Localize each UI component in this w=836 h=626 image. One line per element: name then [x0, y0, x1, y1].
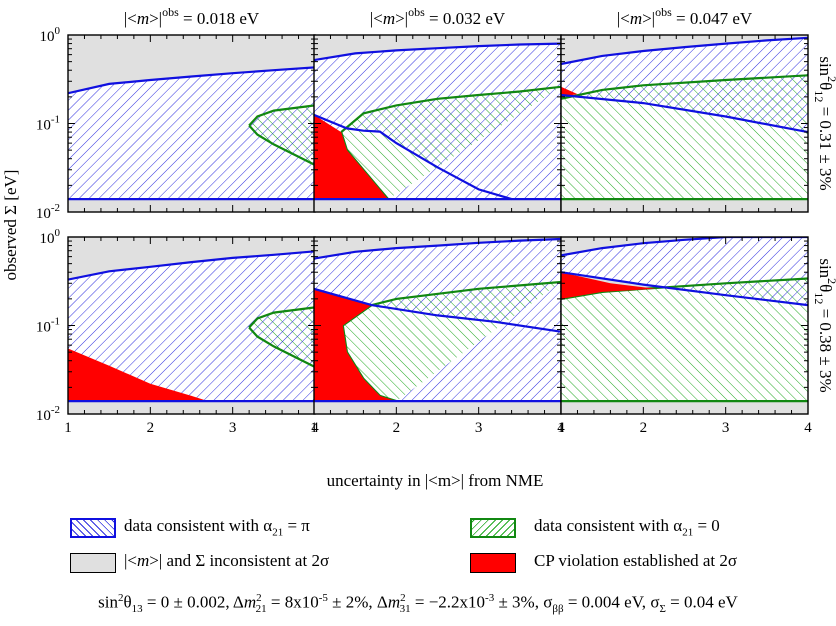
x-tick-label: 4 — [804, 420, 812, 436]
footer-parameters: sin2θ13 = 0 ± 0.002, Δm221 = 8x10-5 ± 2%… — [98, 592, 738, 616]
y-tick-label: 10-2 — [36, 202, 60, 222]
panel-ticks — [560, 236, 808, 415]
y-tick-label: 10-2 — [36, 404, 60, 424]
panel-regions — [68, 35, 315, 212]
panel-r1-c1 — [313, 236, 562, 415]
panel-regions — [561, 237, 808, 414]
pi-lower-line — [561, 271, 808, 307]
zero-region — [561, 278, 808, 402]
cp-region — [314, 114, 389, 200]
legend-swatch-zero — [470, 518, 516, 538]
column-title-3: |<m>|obs = 0.047 eV — [617, 5, 753, 28]
x-tick-label: 4 — [557, 420, 565, 436]
panel-r0-c2 — [560, 34, 809, 213]
row-label-1: sin2θ12 = 0.31 ± 3% — [812, 56, 836, 190]
panel-regions — [68, 237, 315, 414]
x-tick-label: 1 — [64, 420, 72, 436]
inconsistent-boundary-line — [561, 237, 808, 257]
panel-r0-c0 — [67, 34, 316, 213]
zero-upper-line — [248, 104, 315, 127]
panel-r1-c0 — [67, 236, 316, 415]
legend-label-cp: CP violation established at 2σ — [534, 551, 738, 570]
pi-inner-line — [314, 287, 561, 333]
row-label-2: sin2θ12 = 0.38 ± 3% — [812, 258, 836, 392]
x-tick-label: 3 — [475, 420, 483, 436]
y-tick-label: 100 — [40, 25, 61, 45]
panel-regions — [561, 35, 808, 212]
y-tick-label: 10-1 — [36, 114, 60, 134]
zero-upper-line — [248, 306, 315, 329]
legend-swatch-inconsistent — [70, 553, 116, 573]
column-title-1: |<m>|obs = 0.018 eV — [124, 5, 260, 28]
x-tick-label: 3 — [229, 420, 237, 436]
cp-region — [314, 288, 397, 402]
x-tick-label: 2 — [640, 420, 648, 436]
x-tick-label: 2 — [393, 420, 401, 436]
legend-swatch-pi — [70, 518, 116, 538]
overlap-region — [342, 282, 561, 332]
legend-label-pi: data consistent with α21 = π — [124, 516, 310, 539]
x-tick-label: 4 — [311, 420, 319, 436]
y-tick-label: 100 — [40, 227, 61, 247]
x-tick-label: 1 — [310, 420, 318, 436]
column-title-2: |<m>|obs = 0.032 eV — [370, 5, 506, 28]
x-tick-label: 2 — [147, 420, 155, 436]
cp-region — [68, 348, 208, 402]
panel-regions — [314, 237, 561, 414]
zero-upper-line — [561, 74, 808, 100]
panel-r1-c2 — [560, 236, 809, 415]
x-tick-label: 1 — [557, 420, 565, 436]
legend-swatch-cp — [470, 553, 516, 573]
pi-region — [68, 67, 315, 200]
legend-label-inconsistent: |<m>| and Σ inconsistent at 2σ — [124, 551, 330, 570]
cp-region — [561, 272, 656, 299]
pi-inner-line — [314, 113, 512, 201]
pi-lower-line — [561, 93, 808, 134]
zero-upper-line — [340, 85, 561, 133]
overlap-region — [561, 75, 808, 133]
zero-lower-line — [248, 124, 315, 166]
zero-lower-line — [248, 326, 315, 368]
panel-ticks — [560, 34, 808, 213]
inconsistent-boundary-line — [68, 250, 315, 281]
panel-ticks — [313, 236, 561, 415]
inconsistent-boundary-line — [314, 42, 561, 62]
legend-label-zero: data consistent with α21 = 0 — [534, 516, 720, 539]
inconsistent-boundary-line — [314, 237, 561, 260]
panel-regions — [314, 35, 561, 212]
panel-grid — [67, 34, 809, 415]
panel-r0-c1 — [313, 34, 562, 213]
inconsistent-boundary-line — [561, 36, 808, 66]
panel-ticks — [67, 236, 315, 415]
y-axis-label: observed Σ [eV] — [1, 170, 20, 281]
x-tick-label: 3 — [722, 420, 730, 436]
inconsistent-boundary-line — [68, 66, 315, 95]
y-tick-label: 10-1 — [36, 316, 60, 336]
x-axis-label: uncertainty in |<m>| from NME — [327, 471, 544, 490]
pi-region — [68, 251, 315, 402]
